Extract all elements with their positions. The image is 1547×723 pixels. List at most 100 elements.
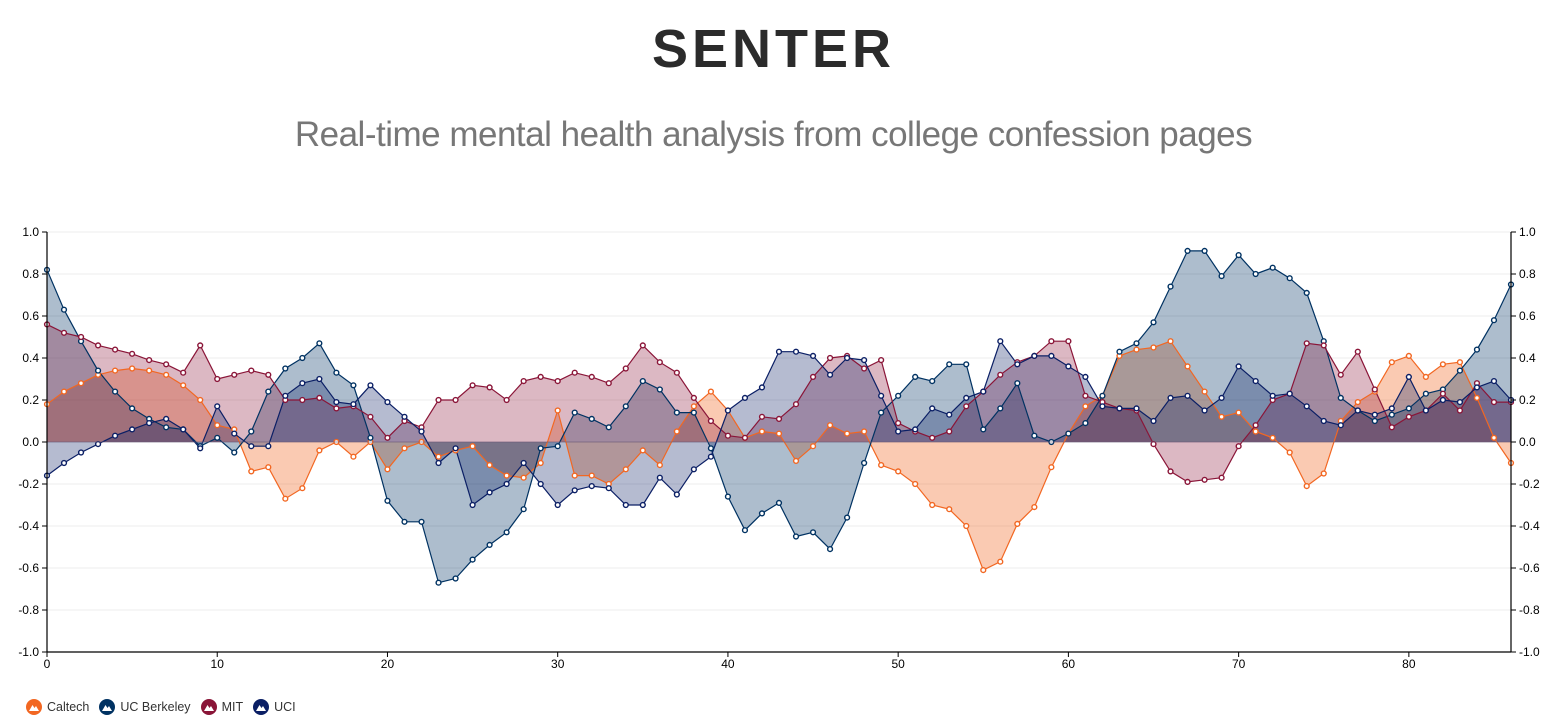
data-point[interactable] xyxy=(861,428,868,435)
data-point[interactable] xyxy=(231,371,238,378)
data-point[interactable] xyxy=(741,527,749,534)
data-point[interactable] xyxy=(929,378,936,385)
data-point[interactable] xyxy=(1235,363,1242,370)
data-point[interactable] xyxy=(639,501,646,509)
data-point[interactable] xyxy=(1252,422,1259,429)
data-point[interactable] xyxy=(826,546,834,553)
data-point[interactable] xyxy=(60,459,68,467)
data-point[interactable] xyxy=(214,434,221,441)
data-point[interactable] xyxy=(1371,417,1378,425)
data-point[interactable] xyxy=(1320,470,1327,477)
data-point[interactable] xyxy=(980,388,987,395)
data-point[interactable] xyxy=(520,378,527,385)
data-point[interactable] xyxy=(265,371,272,378)
data-point[interactable] xyxy=(129,426,136,433)
data-point[interactable] xyxy=(690,394,697,402)
data-point[interactable] xyxy=(1303,483,1310,490)
data-point[interactable] xyxy=(384,399,391,406)
data-point[interactable] xyxy=(639,342,646,349)
data-point[interactable] xyxy=(77,449,85,456)
data-point[interactable] xyxy=(129,405,136,412)
data-point[interactable] xyxy=(60,306,68,313)
data-point[interactable] xyxy=(1269,392,1276,399)
data-point[interactable] xyxy=(1286,275,1293,282)
data-point[interactable] xyxy=(316,447,323,454)
data-point[interactable] xyxy=(111,432,119,439)
data-point[interactable] xyxy=(299,354,306,362)
data-point[interactable] xyxy=(452,445,459,452)
data-point[interactable] xyxy=(980,567,987,574)
data-point[interactable] xyxy=(895,428,902,435)
data-point[interactable] xyxy=(1422,373,1429,381)
data-point[interactable] xyxy=(1218,413,1225,420)
data-point[interactable] xyxy=(146,420,153,427)
data-point[interactable] xyxy=(809,443,817,450)
data-point[interactable] xyxy=(1184,478,1191,486)
data-point[interactable] xyxy=(384,497,391,504)
data-point[interactable] xyxy=(690,409,697,416)
data-point[interactable] xyxy=(929,501,936,509)
data-point[interactable] xyxy=(1337,394,1344,402)
data-point[interactable] xyxy=(1320,417,1327,425)
data-point[interactable] xyxy=(350,401,357,408)
data-point[interactable] xyxy=(792,533,800,540)
data-point[interactable] xyxy=(435,453,442,460)
data-point[interactable] xyxy=(60,388,68,395)
data-point[interactable] xyxy=(895,468,902,475)
data-point[interactable] xyxy=(435,459,442,467)
data-point[interactable] xyxy=(1388,424,1395,431)
data-point[interactable] xyxy=(452,396,459,404)
data-point[interactable] xyxy=(571,472,578,479)
data-point[interactable] xyxy=(605,380,612,387)
data-point[interactable] xyxy=(1303,289,1310,297)
data-point[interactable] xyxy=(997,558,1004,565)
data-point[interactable] xyxy=(980,426,987,433)
data-point[interactable] xyxy=(401,445,408,452)
data-point[interactable] xyxy=(163,424,170,431)
data-point[interactable] xyxy=(1490,434,1498,441)
data-point[interactable] xyxy=(1286,390,1293,397)
data-point[interactable] xyxy=(707,417,715,425)
data-point[interactable] xyxy=(129,365,136,372)
data-point[interactable] xyxy=(435,396,442,404)
data-point[interactable] xyxy=(418,428,425,435)
data-point[interactable] xyxy=(724,432,732,439)
data-point[interactable] xyxy=(588,472,595,479)
data-point[interactable] xyxy=(963,394,970,402)
data-point[interactable] xyxy=(895,420,902,427)
data-point[interactable] xyxy=(588,483,595,490)
data-point[interactable] xyxy=(741,394,749,402)
data-point[interactable] xyxy=(673,428,680,435)
data-point[interactable] xyxy=(895,392,902,399)
data-point[interactable] xyxy=(401,413,408,420)
data-point[interactable] xyxy=(1252,428,1259,435)
data-point[interactable] xyxy=(571,487,578,494)
data-point[interactable] xyxy=(878,409,885,416)
data-point[interactable] xyxy=(111,388,119,395)
data-point[interactable] xyxy=(639,447,646,454)
data-point[interactable] xyxy=(878,462,885,469)
data-point[interactable] xyxy=(1116,405,1123,412)
data-point[interactable] xyxy=(1473,346,1481,353)
data-point[interactable] xyxy=(1014,520,1021,528)
data-point[interactable] xyxy=(792,348,800,355)
data-point[interactable] xyxy=(180,382,187,389)
data-point[interactable] xyxy=(163,371,170,378)
legend-item-caltech[interactable]: Caltech xyxy=(26,699,89,715)
data-point[interactable] xyxy=(554,407,561,414)
data-point[interactable] xyxy=(1337,422,1344,429)
data-point[interactable] xyxy=(537,459,544,467)
data-point[interactable] xyxy=(758,510,766,517)
data-point[interactable] xyxy=(265,464,272,471)
legend-item-uc-berkeley[interactable]: UC Berkeley xyxy=(99,699,191,715)
data-point[interactable] xyxy=(214,422,221,429)
data-point[interactable] xyxy=(1252,270,1259,278)
data-point[interactable] xyxy=(1490,378,1498,385)
data-point[interactable] xyxy=(1303,403,1310,410)
data-point[interactable] xyxy=(1320,342,1327,349)
data-point[interactable] xyxy=(486,541,493,549)
data-point[interactable] xyxy=(1048,464,1055,471)
data-point[interactable] xyxy=(1456,367,1464,374)
data-point[interactable] xyxy=(1235,251,1242,259)
data-point[interactable] xyxy=(1405,373,1412,381)
